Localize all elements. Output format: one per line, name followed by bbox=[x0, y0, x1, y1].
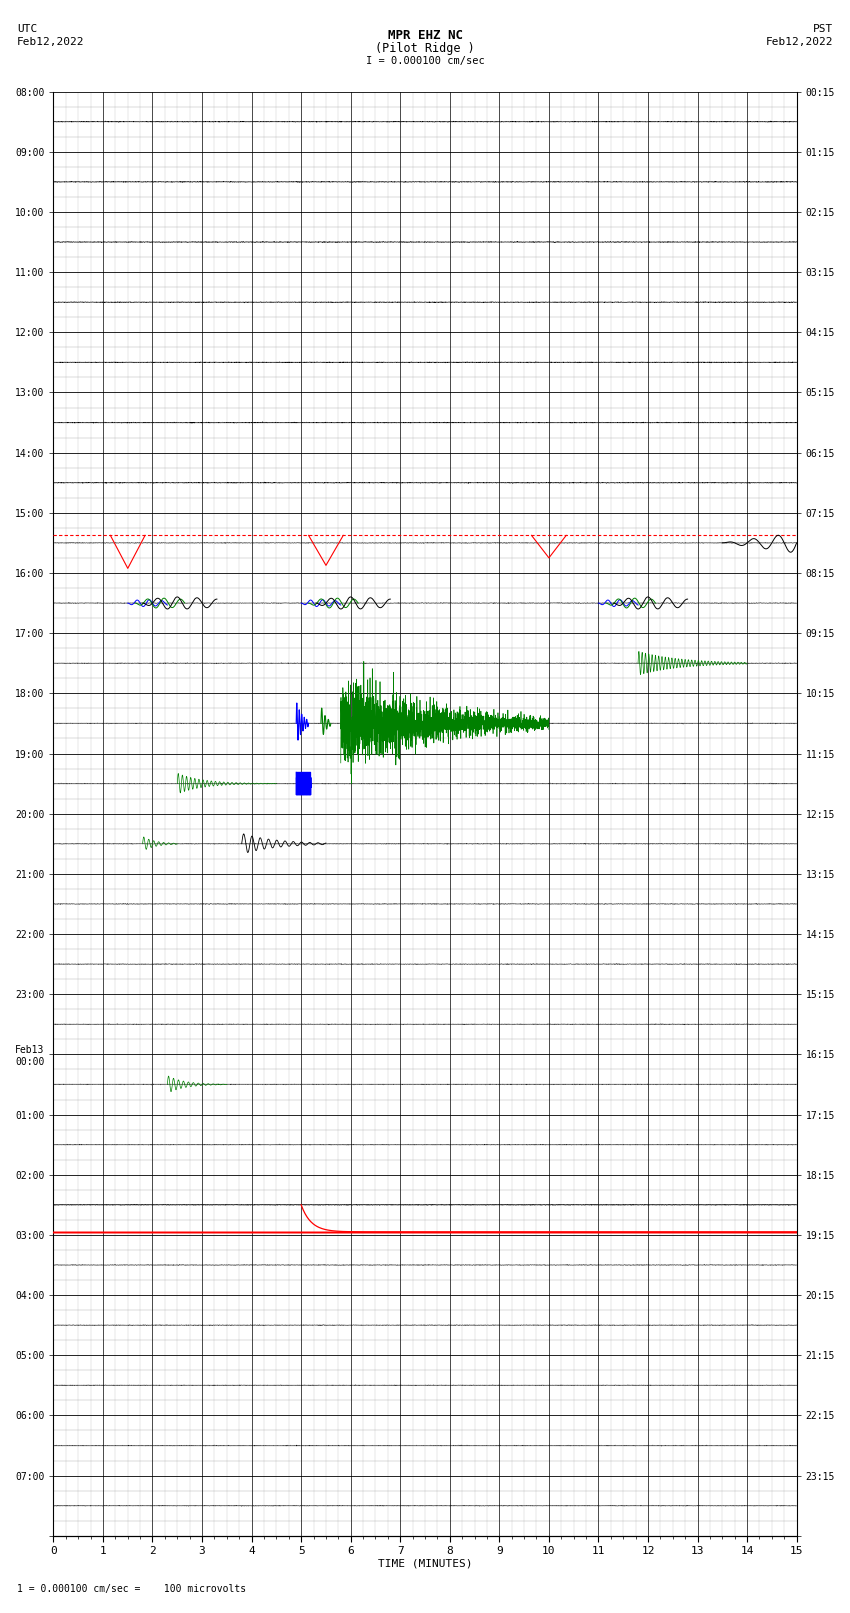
Text: Feb12,2022: Feb12,2022 bbox=[766, 37, 833, 47]
Text: MPR EHZ NC: MPR EHZ NC bbox=[388, 29, 462, 42]
X-axis label: TIME (MINUTES): TIME (MINUTES) bbox=[377, 1560, 473, 1569]
Text: 1 = 0.000100 cm/sec =    100 microvolts: 1 = 0.000100 cm/sec = 100 microvolts bbox=[17, 1584, 246, 1594]
Text: UTC: UTC bbox=[17, 24, 37, 34]
Text: Feb12,2022: Feb12,2022 bbox=[17, 37, 84, 47]
Text: PST: PST bbox=[813, 24, 833, 34]
Text: I = 0.000100 cm/sec: I = 0.000100 cm/sec bbox=[366, 56, 484, 66]
Text: (Pilot Ridge ): (Pilot Ridge ) bbox=[375, 42, 475, 55]
